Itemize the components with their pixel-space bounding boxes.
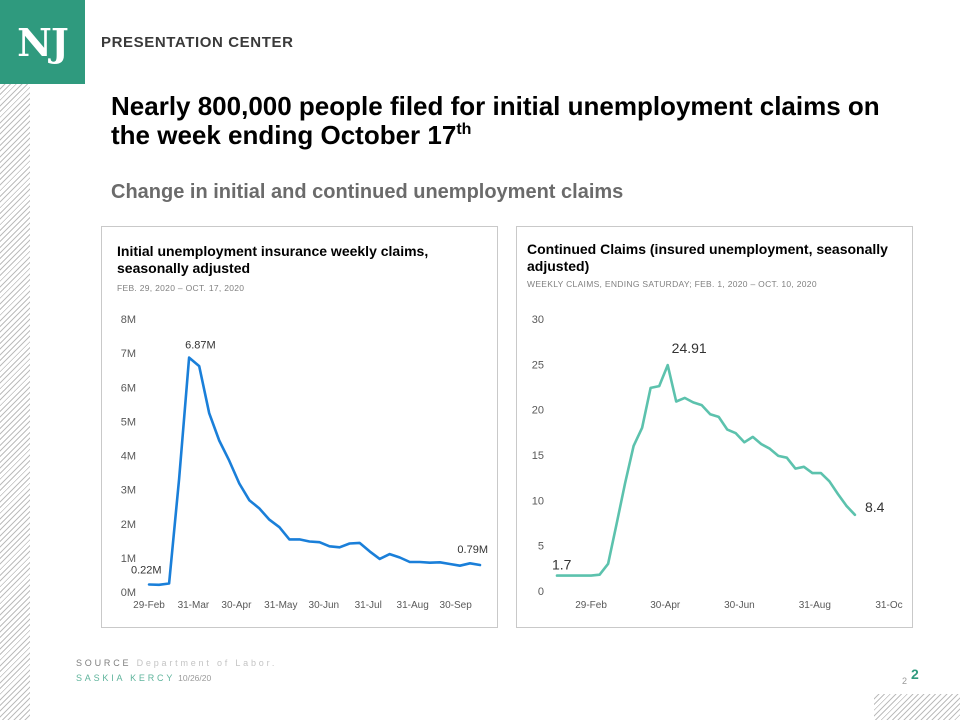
y-tick-label: 5: [538, 541, 544, 553]
page-number: 2: [911, 666, 919, 682]
x-tick-label: 29-Feb: [133, 600, 165, 611]
y-tick-label: 10: [532, 495, 544, 507]
slide-title-superscript: th: [456, 121, 472, 138]
x-tick-label: 30-Jun: [309, 600, 340, 611]
nj-logo: NJ: [0, 0, 85, 84]
page-number-small: 2: [902, 676, 908, 686]
x-tick-label: 30-Sep: [440, 600, 473, 611]
x-tick-label: 31-Aug: [397, 600, 429, 611]
series-line: [147, 356, 482, 587]
author-name: SASKIA KERCY: [76, 673, 176, 683]
x-tick-label: 29-Feb: [575, 600, 607, 611]
x-tick-label: 31-Jul: [355, 600, 382, 611]
slide-title: Nearly 800,000 people filed for initial …: [111, 92, 911, 150]
y-tick-label: 5M: [121, 416, 136, 428]
initial-claims-chart: 0M 1M 2M 3M 4M 5M 6M 7M 8M 29-Feb 31-Mar 30-Apr 31-M…: [121, 314, 488, 611]
x-tick-label: 30-Apr: [650, 600, 681, 611]
x-tick-label: 31-Oc: [875, 600, 902, 611]
data-label: 8.4: [865, 499, 885, 515]
continued-claims-date-range: WEEKLY CLAIMS, ENDING SATURDAY; FEB. 1, …: [527, 279, 817, 289]
data-label: 6.87M: [185, 340, 216, 352]
y-tick-label: 3M: [121, 485, 136, 497]
continued-claims-chart: 0 5 10 15 20 25 30 29-Feb 30-Apr 30-Jun 31-Aug 31-O…: [532, 314, 903, 611]
slide-subtitle: Change in initial and continued unemploy…: [111, 181, 624, 203]
footer-author: SASKIA KERCY 10/26/20: [76, 673, 211, 683]
slide-title-main: Nearly 800,000 people filed for initial …: [111, 91, 880, 150]
y-tick-label: 2M: [121, 519, 136, 531]
y-tick-label: 4M: [121, 451, 136, 463]
decorative-hatch-bottom-right: [874, 694, 960, 720]
y-tick-label: 8M: [121, 314, 136, 326]
y-tick-label: 30: [532, 314, 544, 326]
x-tick-label: 31-Mar: [178, 600, 210, 611]
initial-claims-panel: Initial unemployment insurance weekly cl…: [101, 226, 498, 628]
source-text: Department of Labor.: [136, 658, 278, 668]
series-line: [555, 363, 857, 577]
y-tick-label: 25: [532, 359, 544, 371]
source-label: SOURCE: [76, 658, 132, 668]
footer-date: 10/26/20: [178, 673, 212, 683]
data-label: 24.91: [672, 340, 707, 356]
x-tick-label: 30-Apr: [221, 600, 252, 611]
x-tick-label: 30-Jun: [724, 600, 755, 611]
y-tick-label: 0M: [121, 587, 136, 599]
y-tick-label: 7M: [121, 348, 136, 360]
initial-claims-title: Initial unemployment insurance weekly cl…: [117, 243, 429, 276]
brand-name: PRESENTATION CENTER: [101, 34, 294, 51]
decorative-hatch-left: [0, 84, 30, 720]
initial-claims-date-range: FEB. 29, 2020 – OCT. 17, 2020: [117, 283, 245, 293]
y-tick-label: 20: [532, 405, 544, 417]
y-tick-label: 15: [532, 450, 544, 462]
continued-claims-title: Continued Claims (insured unemployment, …: [527, 241, 888, 274]
logo-text: NJ: [17, 19, 69, 65]
x-tick-label: 31-Aug: [799, 600, 831, 611]
continued-claims-panel: Continued Claims (insured unemployment, …: [516, 226, 913, 628]
y-tick-label: 6M: [121, 382, 136, 394]
data-label: 0.22M: [131, 564, 162, 576]
x-tick-label: 31-May: [264, 600, 297, 611]
footer-source: SOURCE Department of Labor.: [76, 658, 277, 668]
data-label: 0.79M: [457, 544, 488, 556]
data-label: 1.7: [552, 557, 572, 573]
y-tick-label: 1M: [121, 553, 136, 565]
y-tick-label: 0: [538, 586, 544, 598]
